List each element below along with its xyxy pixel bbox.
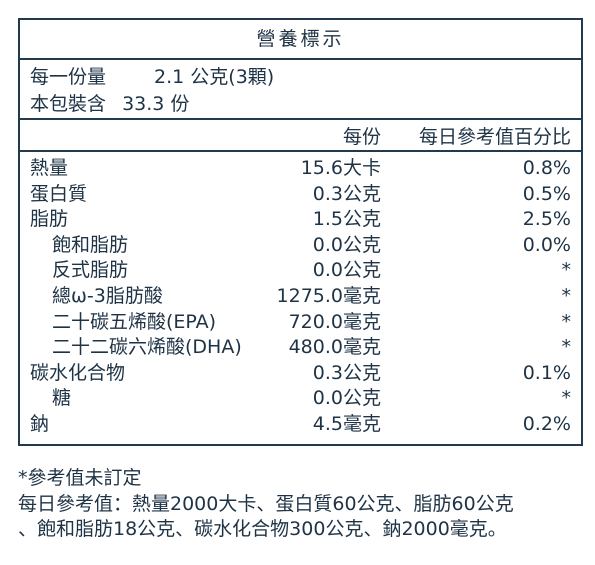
nutrient-row: 反式脂肪 0.0公克 * [20,258,581,284]
divider [20,150,581,152]
servings-per-package-label: 本包裝含 [30,93,107,115]
nutrient-amount: 0.3公克 [312,361,381,384]
nutrient-daily-value: * [561,310,572,333]
nutrient-name: 總ω-3脂肪酸 [52,284,163,307]
nutrient-name: 脂肪 [30,208,69,231]
nutrient-row: 熱量 15.6大卡 0.8% [20,156,581,182]
nutrient-amount: 1.5公克 [312,208,381,231]
serving-size-label: 每一份量 [30,66,107,88]
nutrient-name: 碳水化合物 [30,361,126,384]
nutrient-amount: 480.0毫克 [288,336,381,359]
nutrient-name: 熱量 [30,157,69,179]
nutrient-amount: 0.3公克 [312,182,381,205]
nutrient-daily-value: 0.0% [522,233,571,256]
serving-size-row: 每一份量 2.1 公克(3顆) [30,64,274,91]
nutrition-facts-panel: 營養標示 每一份量 2.1 公克(3顆) 本包裝含 33.3 份 每份 每日參考… [18,18,583,446]
nutrient-name: 飽和脂肪 [52,233,129,256]
footnote-line: 每日參考值：熱量2000大卡、蛋白質60公克、脂肪60公克 [18,492,514,515]
nutrient-amount: 0.0公克 [312,233,381,256]
footnote-line: 、飽和脂肪18公克、碳水化合物300公克、鈉2000毫克。 [18,518,507,540]
nutrient-amount: 720.0毫克 [288,310,381,333]
nutrient-row: 蛋白質 0.3公克 0.5% [20,182,581,208]
nutrient-amount: 0.0公克 [312,259,381,282]
servings-per-package-row: 本包裝含 33.3 份 [30,91,274,118]
nutrient-row: 總ω-3脂肪酸 1275.0毫克 * [20,284,581,310]
nutrient-amount: 15.6大卡 [300,157,381,179]
nutrient-name: 鈉 [30,412,50,435]
nutrient-row: 飽和脂肪 0.0公克 0.0% [20,233,581,259]
nutrient-daily-value: 2.5% [522,208,571,231]
footnote-line: *參考值未訂定 [18,467,142,489]
nutrient-daily-value: 0.2% [522,412,571,435]
divider [20,58,581,60]
nutrient-amount: 0.0公克 [312,387,381,410]
column-header-per-serving: 每份 [342,126,381,148]
panel-title: 營養標示 [256,28,345,50]
nutrient-amount: 1275.0毫克 [276,284,381,307]
nutrient-row: 二十碳五烯酸(EPA) 720.0毫克 * [20,310,581,336]
nutrient-row: 二十二碳六烯酸(DHA) 480.0毫克 * [20,335,581,361]
nutrient-name: 糖 [52,387,72,410]
nutrient-name: 蛋白質 [30,182,88,205]
nutrient-name: 二十二碳六烯酸(DHA) [52,336,242,359]
nutrient-daily-value: * [561,259,572,282]
nutrient-daily-value: 0.1% [522,361,571,384]
nutrient-daily-value: 0.5% [522,182,571,205]
nutrient-daily-value: * [561,284,572,307]
nutrient-daily-value: 0.8% [522,157,571,179]
nutrient-name: 二十碳五烯酸(EPA) [52,310,217,333]
nutrient-row: 碳水化合物 0.3公克 0.1% [20,361,581,387]
footnote: *參考值未訂定 每日參考值：熱量2000大卡、蛋白質60公克、脂肪60公克 、飽… [18,466,514,543]
nutrient-row: 鈉 4.5毫克 0.2% [20,412,581,438]
serving-size-value: 2.1 公克(3顆) [154,66,275,88]
nutrient-row: 糖 0.0公克 * [20,386,581,412]
nutrient-name: 反式脂肪 [52,259,129,282]
divider [20,118,581,120]
servings-per-package-value: 33.3 份 [122,93,190,115]
nutrient-row: 脂肪 1.5公克 2.5% [20,207,581,233]
nutrient-amount: 4.5毫克 [312,412,381,435]
serving-info: 每一份量 2.1 公克(3顆) 本包裝含 33.3 份 [30,64,274,118]
nutrient-daily-value: * [561,387,572,410]
nutrient-table: 熱量 15.6大卡 0.8% 蛋白質 0.3公克 0.5% 脂肪 1.5公克 2… [20,156,581,438]
column-header-daily-value: 每日參考值百分比 [418,126,571,148]
nutrient-daily-value: * [561,336,572,359]
